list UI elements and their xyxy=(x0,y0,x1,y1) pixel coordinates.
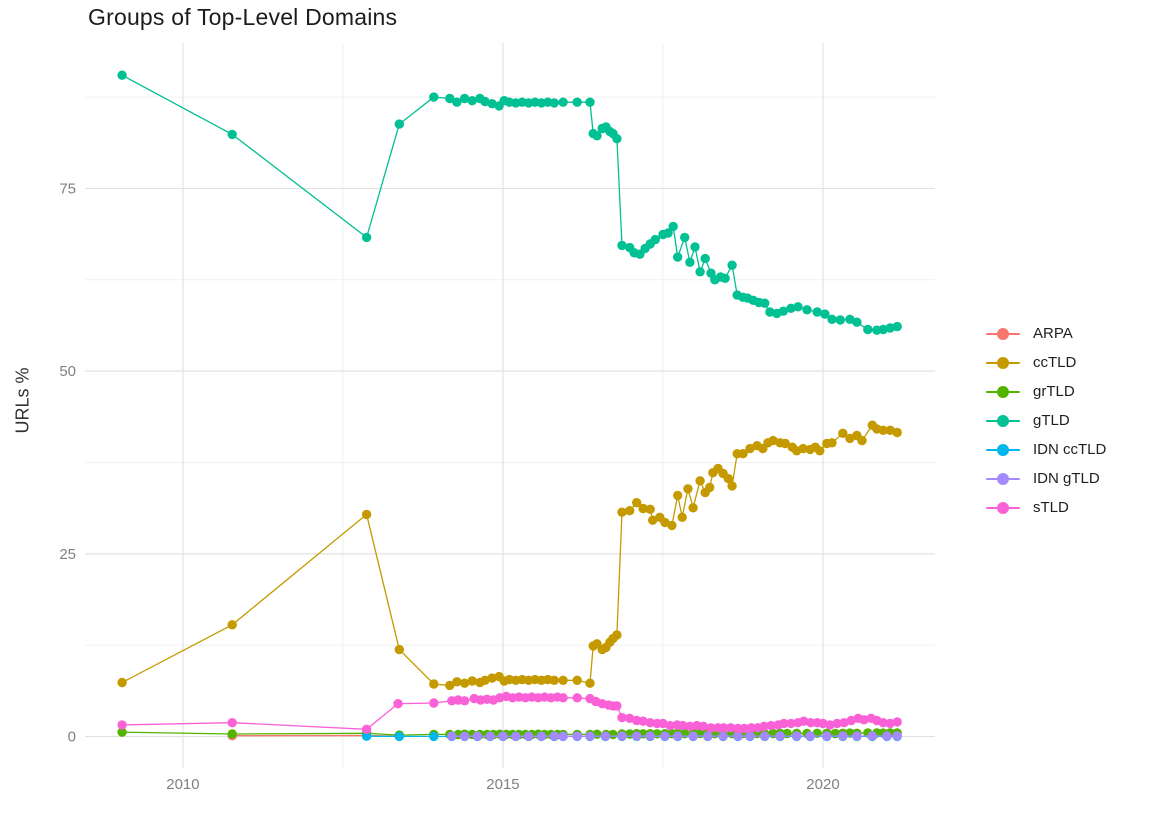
minor-gridlines xyxy=(85,43,935,768)
legend-item-grtld: grTLD xyxy=(986,377,1106,406)
series-stld xyxy=(117,691,902,734)
legend-item-gtld: gTLD xyxy=(986,406,1106,435)
y-tick-label: 75 xyxy=(59,180,76,197)
legend-label: IDN gTLD xyxy=(1033,470,1100,487)
legend-key-icon xyxy=(986,385,1020,398)
legend: ARPA ccTLD grTLD gTLD IDN ccTLD IDN gTLD… xyxy=(986,319,1106,522)
legend-label: ccTLD xyxy=(1033,354,1077,371)
x-tick-label: 2015 xyxy=(486,776,519,793)
major-gridlines xyxy=(85,43,935,768)
legend-key-icon xyxy=(986,443,1020,456)
chart-title: Groups of Top-Level Domains xyxy=(88,4,398,30)
legend-item-arpa: ARPA xyxy=(986,319,1106,348)
series-cctld xyxy=(117,420,902,691)
legend-label: grTLD xyxy=(1033,383,1075,400)
legend-item-idn-gtld: IDN gTLD xyxy=(986,464,1106,493)
legend-item-idn-cctld: IDN ccTLD xyxy=(986,435,1106,464)
legend-key-icon xyxy=(986,327,1020,340)
legend-key-icon xyxy=(986,472,1020,485)
legend-label: ARPA xyxy=(1033,325,1073,342)
legend-key-icon xyxy=(986,501,1020,514)
series-gtld xyxy=(117,70,902,335)
x-tick-label: 2020 xyxy=(806,776,839,793)
series-idn-gtld xyxy=(447,731,902,741)
legend-label: gTLD xyxy=(1033,412,1070,429)
x-tick-label: 2010 xyxy=(166,776,199,793)
axis-tick-labels: 0 25 50 75 2010 2015 2020 xyxy=(59,180,839,793)
y-axis-title: URLs % xyxy=(12,367,33,434)
legend-label: IDN ccTLD xyxy=(1033,441,1107,458)
y-tick-label: 25 xyxy=(59,546,76,563)
legend-key-icon xyxy=(986,414,1020,427)
y-tick-label: 0 xyxy=(68,729,76,746)
legend-item-cctld: ccTLD xyxy=(986,348,1106,377)
legend-key-icon xyxy=(986,356,1020,369)
legend-label: sTLD xyxy=(1033,499,1069,516)
legend-item-stld: sTLD xyxy=(986,493,1106,522)
y-tick-label: 50 xyxy=(59,363,76,380)
